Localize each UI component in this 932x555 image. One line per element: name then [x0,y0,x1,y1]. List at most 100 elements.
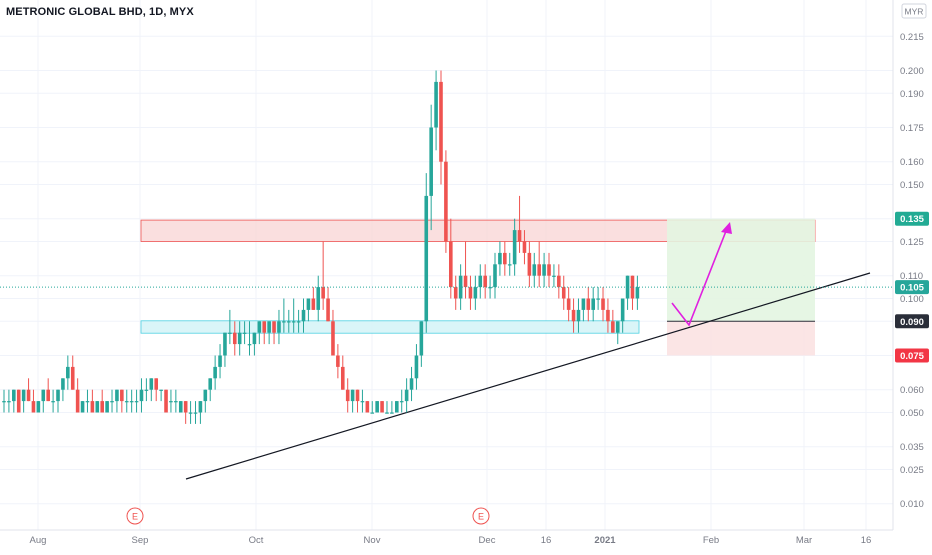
candle-body [557,275,561,288]
arrow-head-icon [721,222,732,234]
candle-body [61,378,65,390]
candle-body [449,241,453,288]
price-badge-bg [895,280,929,295]
candle-body [183,401,188,413]
candle [164,389,168,413]
candle-body [552,275,556,277]
candle [66,355,70,390]
candle-body [213,366,217,379]
price-badge-label: 0.135 [900,214,924,225]
candle [134,389,139,413]
candle-body [571,309,576,322]
candle [350,389,355,413]
candle [360,389,365,413]
earnings-event-marker[interactable]: E [126,507,144,525]
candle [522,230,527,265]
candle [615,321,620,345]
candle [115,389,119,413]
price-tick-label: 0.035 [900,442,924,453]
candle-body [178,401,183,413]
candle-body [336,355,340,367]
candle-body [429,127,433,196]
candle [468,275,473,310]
candle-body [262,321,267,333]
candle-body [385,412,389,414]
candle [85,389,90,413]
support-zone [140,320,640,334]
price-tick-label: 0.150 [900,180,924,191]
candle [183,401,188,424]
candle [311,287,316,310]
candle-body [100,401,104,413]
candle-body [75,389,80,413]
candle-body [41,389,46,402]
projection-arrow[interactable] [671,222,732,327]
candle-body [272,321,276,333]
candle [149,378,154,402]
candle-body [483,275,487,288]
candle-body [503,252,507,265]
candle [326,287,330,322]
candle-body [51,401,55,403]
candle-body [439,81,443,162]
candle-body [434,81,438,128]
candle-body [95,401,100,413]
time-tick-label: Oct [249,535,264,546]
candle-body [591,298,595,310]
chart-title: METRONIC GLOBAL BHD, 1D, MYX [6,6,194,18]
time-tick-label: Dec [479,535,496,546]
candle [566,287,571,322]
price-tick-label: 0.050 [900,408,924,419]
candle [439,70,443,185]
candle [80,401,85,413]
candle-body [105,401,109,413]
candle-body [488,287,492,289]
candle-body [395,401,399,413]
candle [478,264,483,299]
candle-body [444,161,448,242]
candle-body [291,321,296,323]
candle [31,389,36,413]
candle-body [282,321,286,323]
candle-body [468,287,473,299]
price-tick-label: 0.175 [900,123,924,134]
candle-body [542,264,546,276]
candle-body [414,355,419,379]
candle [95,401,100,413]
time-tick-label: Mar [796,535,812,546]
candle [306,298,311,322]
candle-body [80,401,85,413]
candle [498,241,502,276]
candle [399,389,404,413]
currency-badge[interactable] [901,3,927,19]
candle-body [188,412,193,414]
candle [336,344,340,379]
candle-body [31,401,36,413]
candle [213,355,217,390]
earnings-event-marker[interactable]: E [472,507,490,525]
candle [542,252,546,288]
candle-body [232,332,237,345]
candle [139,378,144,413]
candle [537,241,541,288]
candle-body [409,378,414,390]
candle-body [16,389,21,413]
candle-body [498,252,502,265]
candle [208,378,213,402]
candle-body [547,264,551,276]
candle-body [453,287,458,299]
candle-body [360,401,365,403]
candle-body [537,264,541,276]
candle [257,321,262,345]
trendline[interactable] [185,272,871,480]
candle-body [375,401,379,413]
candle-body [286,321,291,323]
candle [581,298,586,322]
candle-body [532,264,537,276]
candle-body [36,401,41,413]
candle [301,298,306,333]
candle [532,252,537,288]
time-tick-label: 2021 [594,535,616,546]
